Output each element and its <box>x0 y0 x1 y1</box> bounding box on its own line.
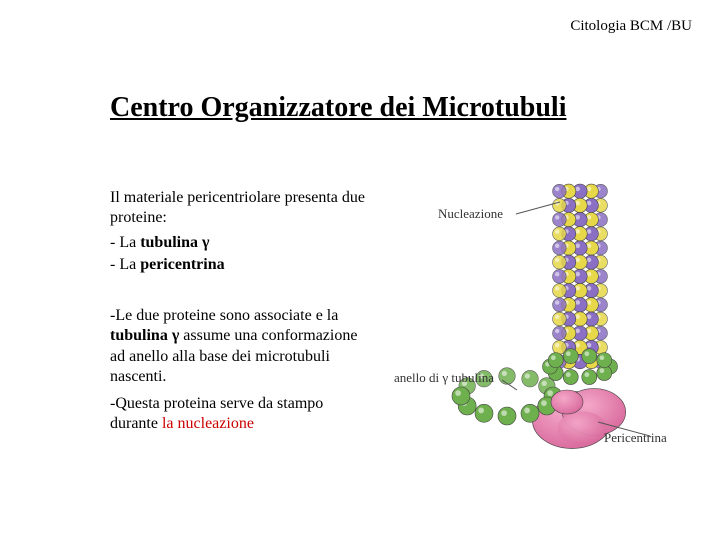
bullet1-prefix: - La <box>110 234 140 251</box>
nucleation-term: la nucleazione <box>162 415 254 432</box>
course-header: Citologia BCM /BU <box>570 18 692 35</box>
bullet-1: - La tubulina γ <box>110 233 370 253</box>
gamma-symbol: γ <box>202 234 209 251</box>
page-title: Centro Organizzatore dei Microtubuli <box>110 92 567 124</box>
bullet2-prefix: - La <box>110 256 140 273</box>
label-nucleazione: Nucleazione <box>438 206 503 222</box>
para-2: -Le due proteine sono associate e la tub… <box>110 306 370 388</box>
label-pericentrina: Pericentrina <box>604 430 667 446</box>
pericentrin-fragment <box>551 390 583 414</box>
microtubule <box>553 184 608 369</box>
body-text: Il materiale pericentriolare presenta du… <box>110 188 370 435</box>
diagram-figure: Nucleazione anello di γ tubulina Pericen… <box>392 178 692 468</box>
label-anello: anello di γ tubulina <box>394 370 494 386</box>
bullet2-bold: pericentrina <box>140 256 224 273</box>
intro-para: Il materiale pericentriolare presenta du… <box>110 188 370 229</box>
bullet1-bold: tubulina <box>140 234 202 251</box>
para2-b: tubulina <box>110 327 172 344</box>
para-3: -Questa proteina serve da stampo durante… <box>110 394 370 435</box>
bullet-2: - La pericentrina <box>110 255 370 275</box>
para2-a: -Le due proteine sono associate e la <box>110 307 338 324</box>
diagram-svg <box>392 178 692 468</box>
